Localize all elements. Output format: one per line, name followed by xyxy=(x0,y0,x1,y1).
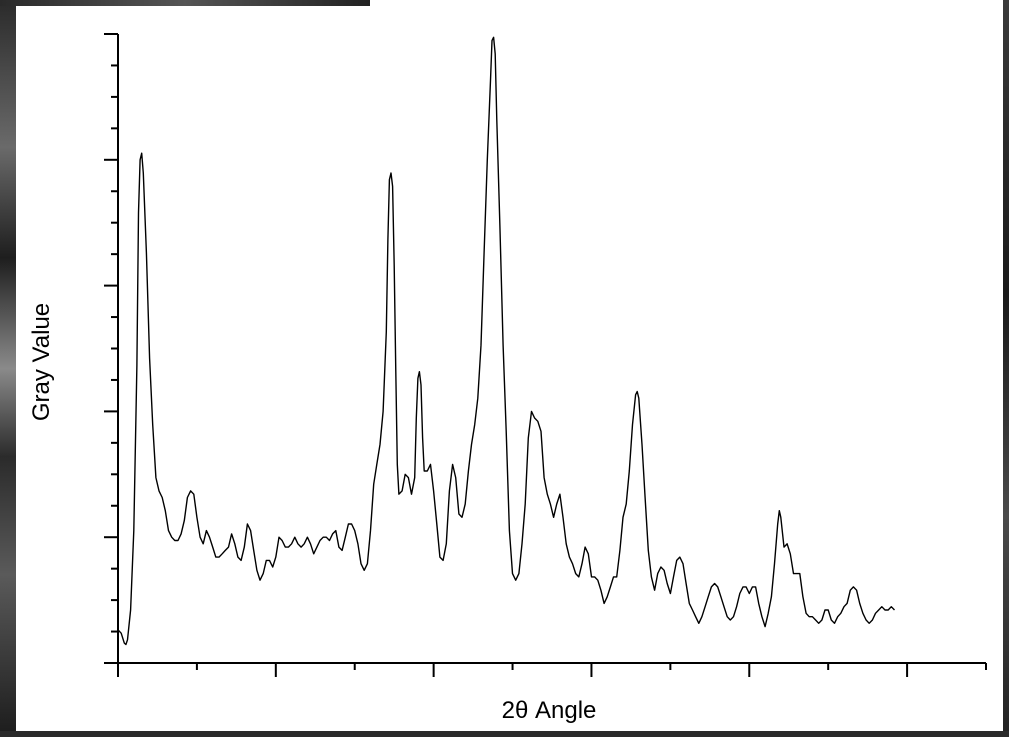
background-image-strip-top xyxy=(0,0,370,6)
background-image-strip xyxy=(0,0,16,737)
background-image-strip-right xyxy=(1003,0,1009,737)
y-axis xyxy=(104,33,119,664)
series-line-1 xyxy=(117,36,896,646)
background-image-strip-bottom xyxy=(0,731,1009,737)
x-axis-title: 2θ Angle xyxy=(502,697,597,724)
x-axis xyxy=(117,662,987,677)
series-layer xyxy=(117,36,896,646)
y-axis-title: Gray Value xyxy=(28,303,55,421)
